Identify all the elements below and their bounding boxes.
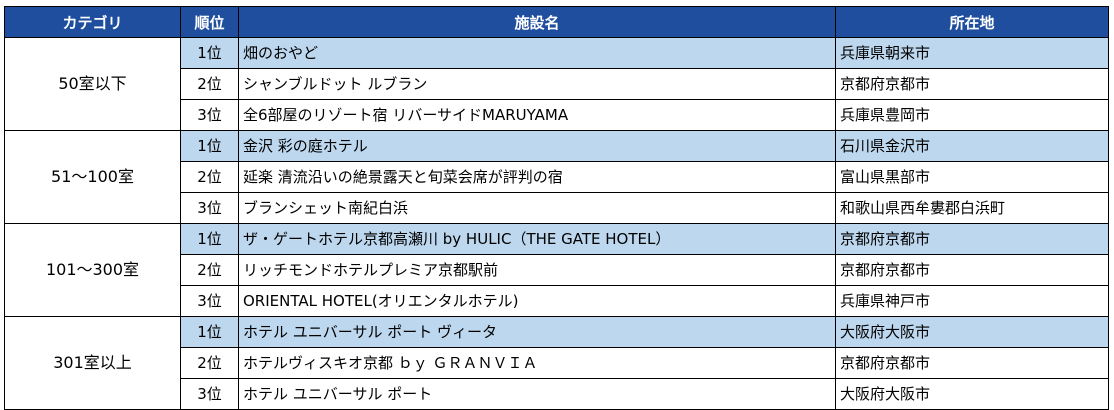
rank-cell: 2位 <box>180 254 239 286</box>
rank-cell: 3位 <box>180 285 239 317</box>
facility-name-cell: 全6部屋のリゾート宿 リバーサイドMARUYAMA <box>238 99 836 131</box>
facility-name-cell: 金沢 彩の庭ホテル <box>238 130 836 162</box>
table-row: 2位 ホテルヴィスキオ京都 ｂｙ ＧＲＡＮＶＩＡ 京都府京都市 <box>5 347 1109 379</box>
header-row: カテゴリ 順位 施設名 所在地 <box>4 6 1109 38</box>
location-cell: 兵庫県朝来市 <box>835 37 1109 69</box>
header-category: カテゴリ <box>4 6 181 38</box>
header-rank: 順位 <box>180 6 239 38</box>
facility-name-cell: ホテル ユニバーサル ポート <box>238 378 836 410</box>
facility-name-cell: 畑のおやど <box>238 37 836 69</box>
location-cell: 兵庫県神戸市 <box>835 285 1109 317</box>
facility-name-cell: シャンブルドット ルブラン <box>238 68 836 100</box>
rank-cell: 3位 <box>180 192 239 224</box>
table-row: 301室以上 1位 ホテル ユニバーサル ポート ヴィータ 大阪府大阪市 <box>4 316 1109 410</box>
location-cell: 大阪府大阪市 <box>835 316 1109 348</box>
ranking-table-container: カテゴリ 順位 施設名 所在地 50室以下 1位 畑のおやど 兵庫県朝来市 2位… <box>4 6 1109 410</box>
location-cell: 富山県黒部市 <box>835 161 1109 193</box>
header-location: 所在地 <box>835 6 1109 38</box>
facility-name-cell: ORIENTAL HOTEL(オリエンタルホテル) <box>238 285 836 317</box>
location-cell: 石川県金沢市 <box>835 130 1109 162</box>
rank-cell: 1位 <box>180 37 239 69</box>
table-row: 3位 ブランシェット南紀白浜 和歌山県西牟婁郡白浜町 <box>5 192 1109 224</box>
location-cell: 京都府京都市 <box>835 254 1109 286</box>
rank-cell: 2位 <box>180 347 239 379</box>
rank-cell: 1位 <box>180 223 239 255</box>
location-cell: 京都府京都市 <box>835 223 1109 255</box>
location-cell: 大阪府大阪市 <box>835 378 1109 410</box>
table-row: 2位 リッチモンドホテルプレミア京都駅前 京都府京都市 <box>5 254 1109 286</box>
facility-name-cell: ブランシェット南紀白浜 <box>238 192 836 224</box>
table-row: 3位 ORIENTAL HOTEL(オリエンタルホテル) 兵庫県神戸市 <box>5 285 1109 317</box>
location-cell: 京都府京都市 <box>835 347 1109 379</box>
category-cell: 51～100室 <box>4 130 181 224</box>
table-row: 3位 全6部屋のリゾート宿 リバーサイドMARUYAMA 兵庫県豊岡市 <box>5 99 1109 131</box>
rank-cell: 2位 <box>180 68 239 100</box>
rank-cell: 2位 <box>180 161 239 193</box>
facility-name-cell: ザ・ゲートホテル京都高瀬川 by HULIC（THE GATE HOTEL） <box>238 223 836 255</box>
table-row: 2位 延楽 清流沿いの絶景露天と旬菜会席が評判の宿 富山県黒部市 <box>5 161 1109 193</box>
table-row: 51～100室 1位 金沢 彩の庭ホテル 石川県金沢市 <box>4 130 1109 224</box>
facility-name-cell: 延楽 清流沿いの絶景露天と旬菜会席が評判の宿 <box>238 161 836 193</box>
category-cell: 50室以下 <box>4 37 181 131</box>
header-name: 施設名 <box>238 6 836 38</box>
rank-cell: 3位 <box>180 378 239 410</box>
hotel-ranking-table: カテゴリ 順位 施設名 所在地 50室以下 1位 畑のおやど 兵庫県朝来市 2位… <box>4 6 1109 410</box>
location-cell: 京都府京都市 <box>835 68 1109 100</box>
rank-cell: 1位 <box>180 130 239 162</box>
facility-name-cell: リッチモンドホテルプレミア京都駅前 <box>238 254 836 286</box>
facility-name-cell: ホテルヴィスキオ京都 ｂｙ ＧＲＡＮＶＩＡ <box>238 347 836 379</box>
category-cell: 101～300室 <box>4 223 181 317</box>
location-cell: 和歌山県西牟婁郡白浜町 <box>835 192 1109 224</box>
table-row: 3位 ホテル ユニバーサル ポート 大阪府大阪市 <box>5 378 1109 410</box>
table-row: 101～300室 1位 ザ・ゲートホテル京都高瀬川 by HULIC（THE G… <box>4 223 1109 317</box>
rank-cell: 1位 <box>180 316 239 348</box>
category-cell: 301室以上 <box>4 316 181 410</box>
table-row: 2位 シャンブルドット ルブラン 京都府京都市 <box>5 68 1109 100</box>
location-cell: 兵庫県豊岡市 <box>835 99 1109 131</box>
table-header: カテゴリ 順位 施設名 所在地 <box>4 6 1109 38</box>
rank-cell: 3位 <box>180 99 239 131</box>
facility-name-cell: ホテル ユニバーサル ポート ヴィータ <box>238 316 836 348</box>
table-row: 50室以下 1位 畑のおやど 兵庫県朝来市 <box>4 37 1109 131</box>
table-body: 50室以下 1位 畑のおやど 兵庫県朝来市 2位 シャンブルドット ルブラン 京… <box>4 37 1109 410</box>
